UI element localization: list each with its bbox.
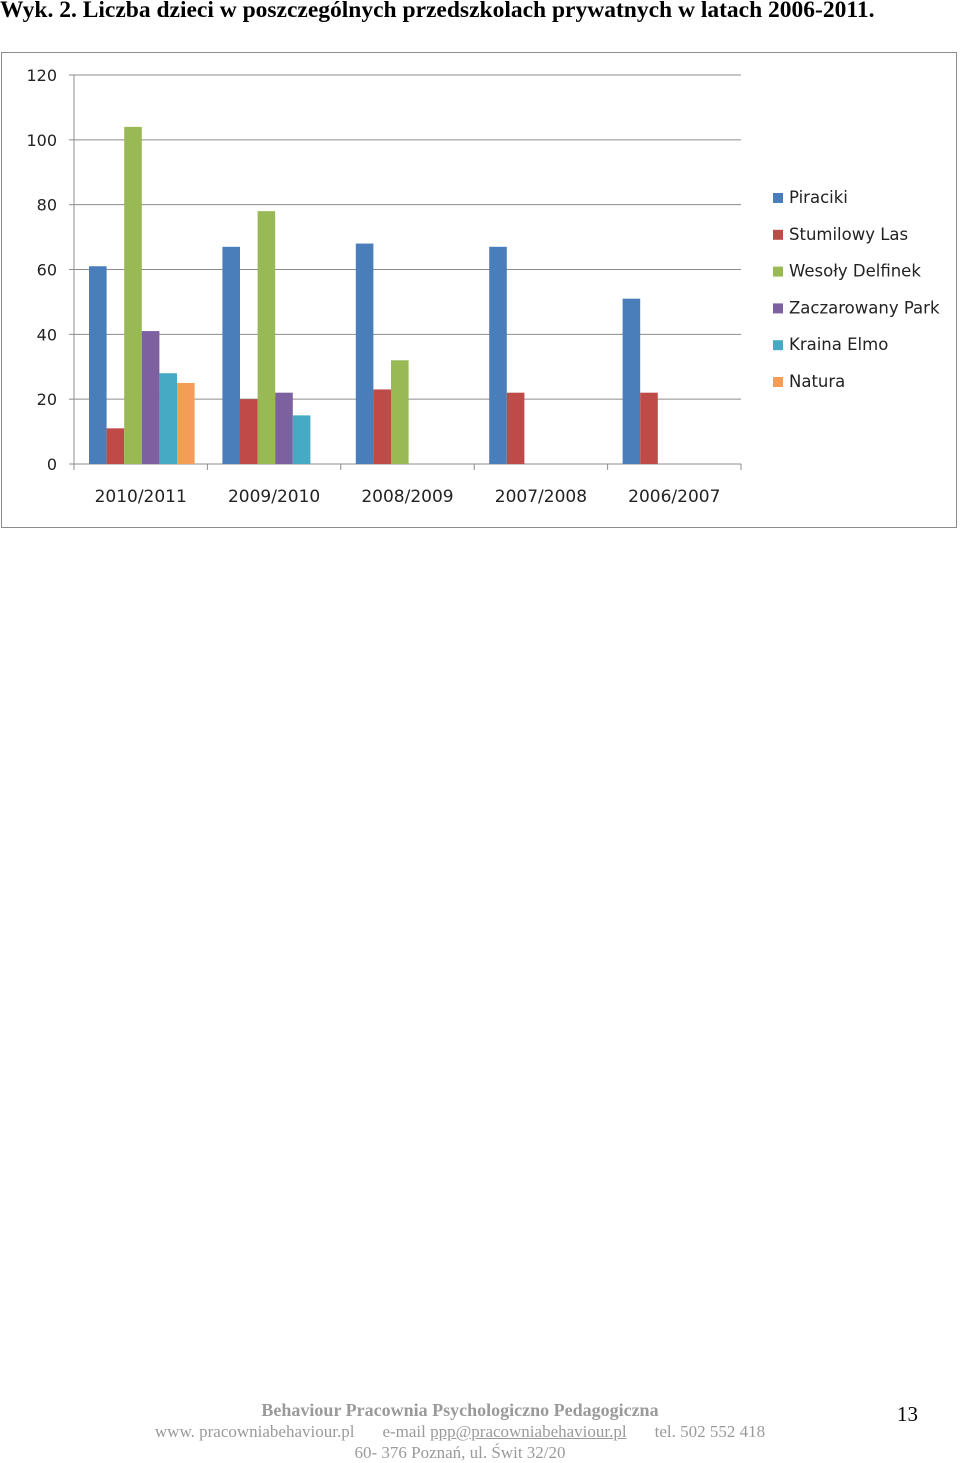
- y-tick-label: 40: [37, 325, 57, 344]
- bar: [177, 382, 195, 464]
- y-tick-label: 80: [37, 196, 57, 215]
- footer-contact: www. pracowniabehaviour.pl e-mail ppp@pra…: [0, 1422, 920, 1442]
- footer-phone: tel. 502 552 418: [654, 1422, 766, 1441]
- bar: [506, 392, 525, 464]
- x-tick-label: 2007/2008: [495, 487, 587, 507]
- footer-email-label: e-mail: [382, 1422, 426, 1441]
- legend-label: Wesoły Delfinek: [789, 262, 921, 281]
- page-footer: Behaviour Pracownia Psychologiczno Pedag…: [0, 1398, 960, 1463]
- x-tick-label: 2009/2010: [228, 487, 320, 507]
- bar: [257, 211, 276, 464]
- legend-label: Stumilowy Las: [789, 225, 908, 244]
- y-tick-label: 120: [26, 66, 57, 85]
- bar: [106, 428, 125, 464]
- y-tick-label: 100: [26, 131, 57, 150]
- bar: [124, 126, 142, 464]
- y-tick-label: 0: [47, 455, 57, 474]
- x-tick-label: 2006/2007: [628, 487, 720, 507]
- bar: [141, 331, 160, 464]
- bar: [159, 373, 177, 464]
- bar: [391, 360, 409, 464]
- legend-swatch: [773, 229, 783, 240]
- y-tick-label: 20: [37, 390, 57, 409]
- legend-label: Zaczarowany Park: [789, 298, 940, 317]
- bar: [373, 389, 391, 464]
- legend-swatch: [773, 377, 783, 387]
- bar-chart: 0 20 40 60 80 100 120 2010/2011 2009/2010 2008/20…: [26, 66, 940, 507]
- legend-label: Piraciki: [789, 188, 848, 207]
- figure-caption: Wyk. 2. Liczba dzieci w poszczególnych p…: [0, 0, 875, 23]
- footer-title: Behaviour Pracownia Psychologiczno Pedag…: [261, 1400, 659, 1420]
- chart-frame: 0 20 40 60 80 100 120 2010/2011 2009/2010 2008/20…: [1, 52, 957, 528]
- x-tick-label: 2010/2011: [95, 487, 187, 507]
- bar: [640, 392, 658, 464]
- legend-swatch: [773, 266, 783, 277]
- legend-label: Kraina Elmo: [789, 335, 888, 354]
- page-number: 13: [897, 1402, 918, 1426]
- bar: [622, 298, 641, 464]
- bar: [355, 243, 374, 464]
- legend-swatch: [773, 193, 783, 203]
- bar: [275, 392, 293, 464]
- x-tick-label: 2008/2009: [361, 487, 453, 507]
- legend-label: Natura: [789, 372, 845, 391]
- bar: [292, 415, 311, 464]
- bar: [489, 246, 507, 464]
- bar: [222, 246, 240, 464]
- bar: [240, 399, 258, 464]
- y-tick-label: 60: [37, 261, 57, 280]
- legend-swatch: [773, 340, 783, 351]
- footer-email-link[interactable]: ppp@pracowniabehaviour.pl: [430, 1422, 627, 1441]
- footer-address: 60- 376 Poznań, ul. Świt 32/20: [354, 1443, 566, 1462]
- legend-swatch: [773, 303, 783, 314]
- bar: [89, 266, 107, 464]
- footer-website[interactable]: www. pracowniabehaviour.pl: [154, 1422, 355, 1441]
